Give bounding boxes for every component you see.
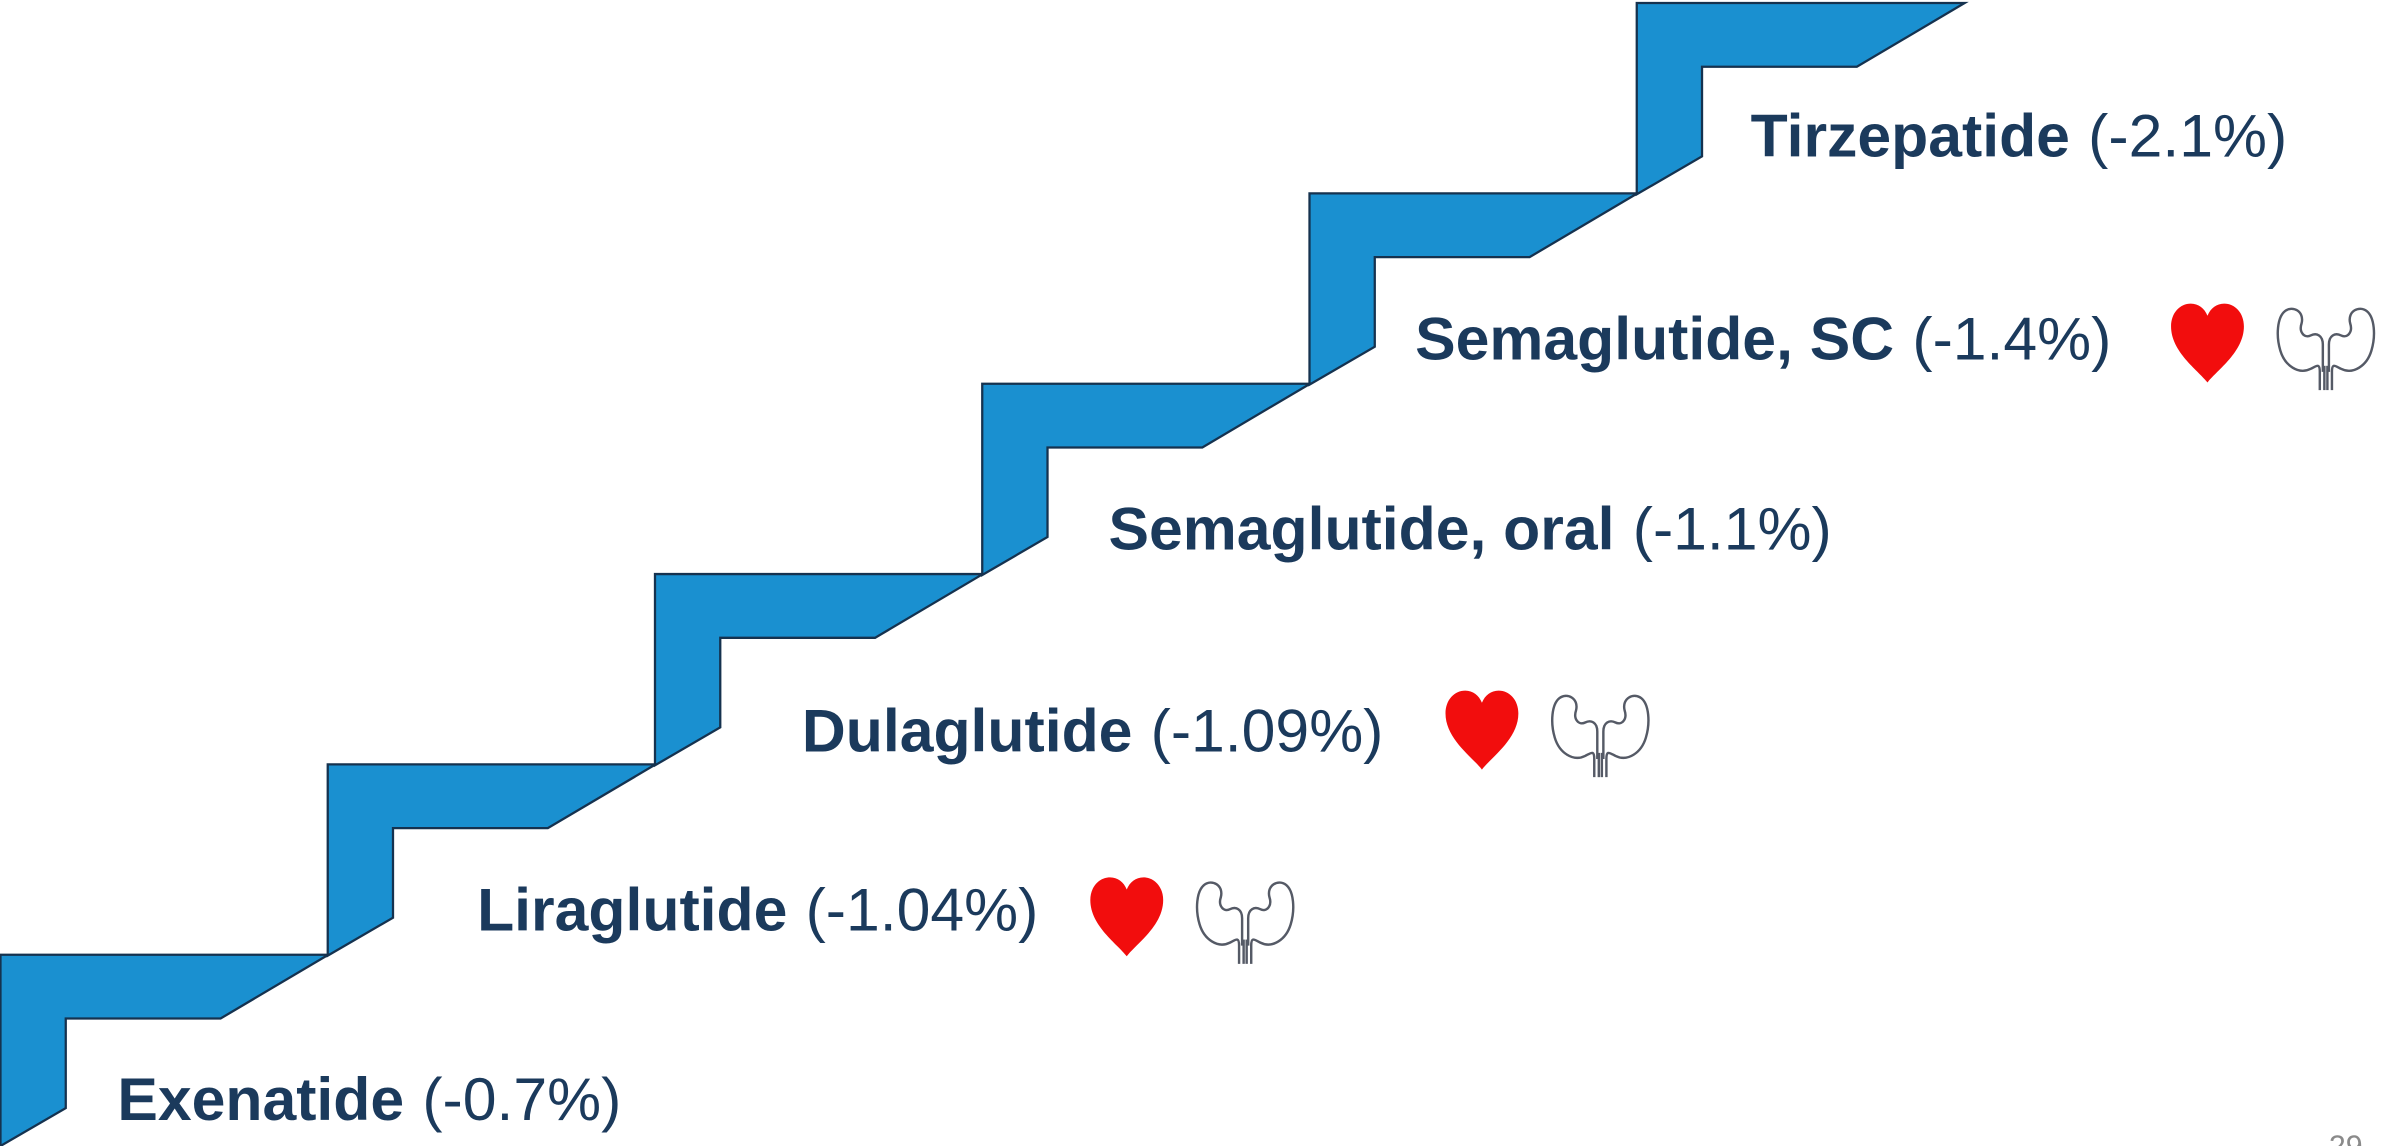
drug-effect: (-1.1%) <box>1633 494 1832 562</box>
kidney-icon <box>2276 307 2376 392</box>
heart-icon <box>1090 877 1164 957</box>
drug-name: Semaglutide, SC <box>1415 305 1894 373</box>
page-number: 29 <box>2329 1131 2363 1146</box>
drug-name: Dulaglutide <box>802 696 1133 764</box>
drug-effect: (-0.7%) <box>422 1065 621 1133</box>
step-label: Liraglutide (-1.04%) <box>477 875 1038 943</box>
drug-effect: (-2.1%) <box>2088 101 2287 169</box>
step-label: Semaglutide, oral (-1.1%) <box>1109 494 1832 562</box>
drug-effect: (-1.09%) <box>1151 696 1384 764</box>
kidney-icon <box>1551 694 1650 779</box>
drug-name: Semaglutide, oral <box>1109 494 1615 562</box>
step-label: Semaglutide, SC (-1.4%) <box>1415 305 2111 373</box>
drug-effect: (-1.04%) <box>806 875 1039 943</box>
heart-icon <box>1445 690 1519 770</box>
step-label: Dulaglutide (-1.09%) <box>802 696 1383 764</box>
drug-name: Liraglutide <box>477 875 787 943</box>
step-label: Exenatide (-0.7%) <box>117 1065 621 1133</box>
staircase <box>0 1 1969 1146</box>
heart-icon <box>2171 303 2244 383</box>
drug-name: Exenatide <box>117 1065 404 1133</box>
stair-step <box>1635 1 1969 197</box>
kidney-icon <box>1195 881 1295 966</box>
drug-name: Tirzepatide <box>1751 101 2070 169</box>
drug-effect: (-1.4%) <box>1912 305 2111 373</box>
step-label: Tirzepatide (-2.1%) <box>1751 101 2288 169</box>
